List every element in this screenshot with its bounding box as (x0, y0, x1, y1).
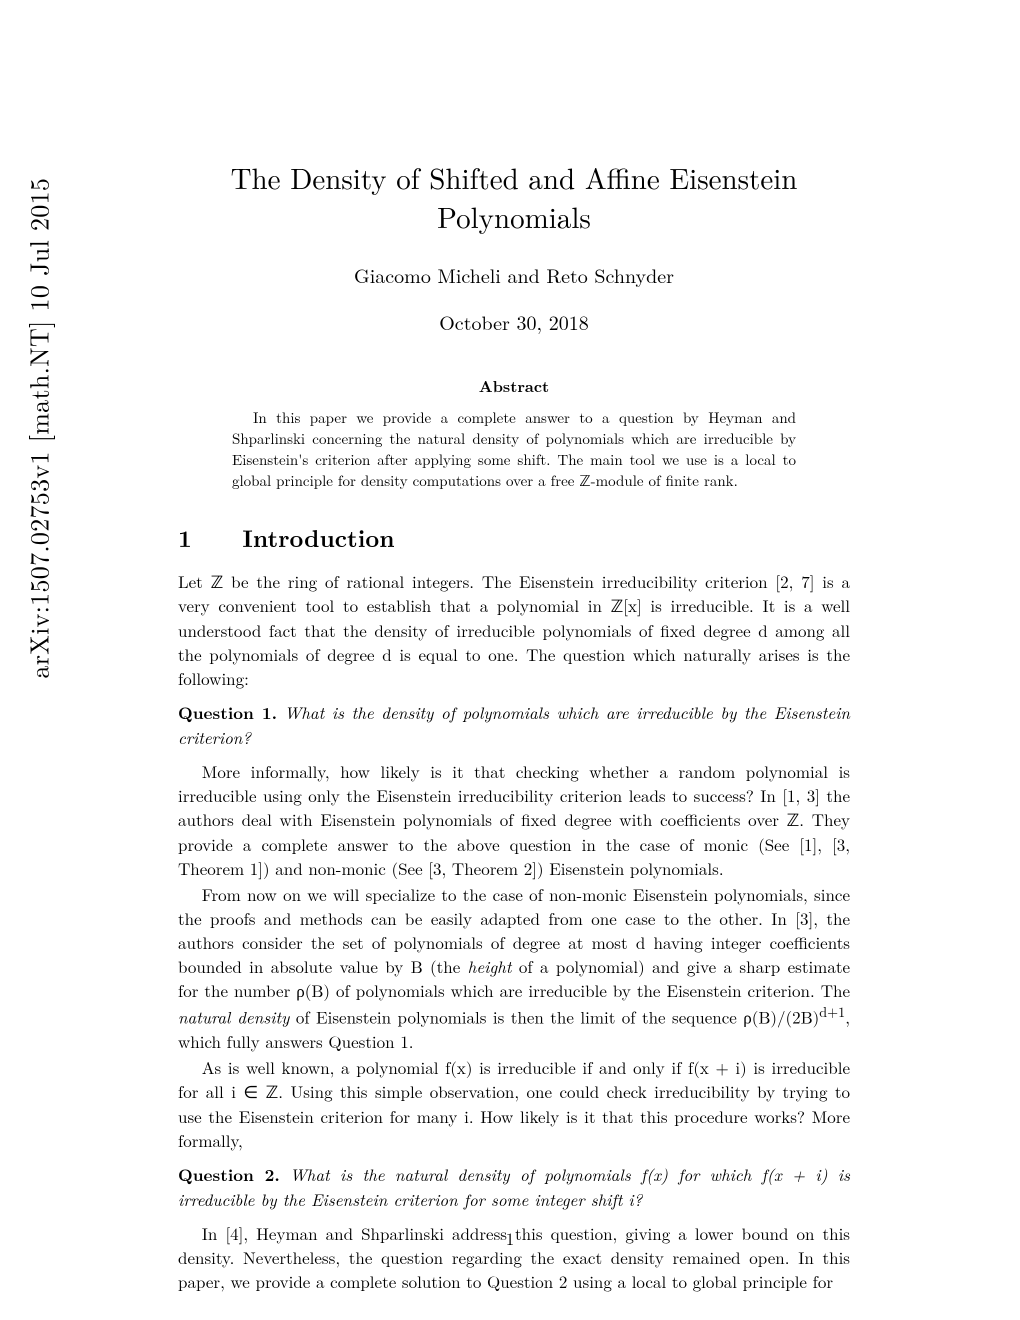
para3-part-c: of Eisenstein polynomials is then the li… (289, 1005, 819, 1029)
arxiv-identifier: arXiv:1507.02753v1 [math.NT] 10 Jul 2015 (20, 178, 57, 679)
section-number: 1 (178, 521, 192, 555)
question-1: Question 1. What is the density of polyn… (178, 700, 850, 749)
paragraph-1: Let ℤ be the ring of rational integers. … (178, 569, 850, 690)
abstract-body: In this paper we provide a complete answ… (232, 407, 796, 491)
para3-exponent: d+1 (819, 1002, 845, 1022)
para3-natural-density: natural density (178, 1005, 289, 1029)
page-number: 1 (0, 1226, 1020, 1250)
paragraph-4: As is well known, a polynomial f(x) is i… (178, 1055, 850, 1152)
date: October 30, 2018 (178, 307, 850, 336)
page-content: The Density of Shifted and Affine Eisens… (178, 158, 850, 1295)
paragraph-3: From now on we will specialize to the ca… (178, 882, 850, 1054)
paper-title: The Density of Shifted and Affine Eisens… (178, 158, 850, 236)
question-2: Question 2. What is the natural density … (178, 1162, 850, 1211)
authors: Giacomo Micheli and Reto Schnyder (178, 260, 850, 289)
question-label: Question 2. (178, 1163, 280, 1187)
paragraph-2: More informally, how likely is it that c… (178, 759, 850, 880)
question-text: What is the density of polynomials which… (178, 700, 850, 749)
para3-height: height (468, 954, 512, 978)
question-label: Question 1. (178, 701, 277, 725)
section-title: Introduction (242, 521, 394, 555)
section-heading: 1 Introduction (178, 521, 850, 555)
abstract-heading: Abstract (178, 374, 850, 397)
